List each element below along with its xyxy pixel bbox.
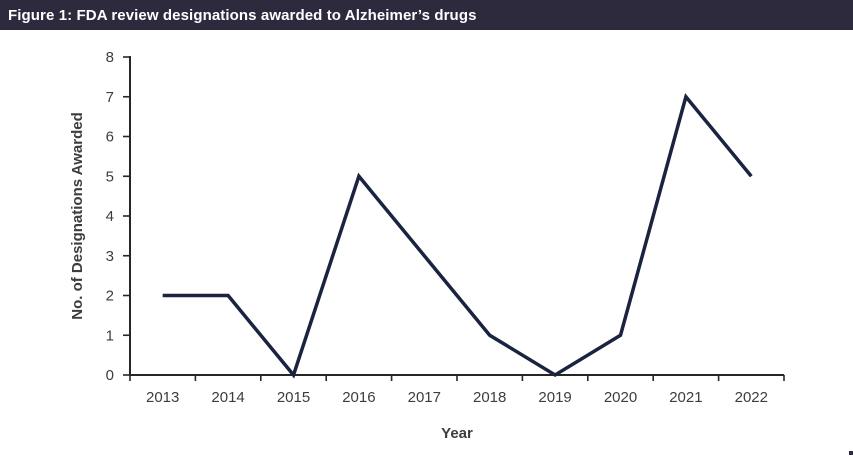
x-tick-label: 2017 [408, 389, 441, 406]
x-tick-label: 2019 [538, 389, 571, 406]
x-tick-label: 2015 [277, 389, 310, 406]
y-tick-label: 3 [106, 248, 114, 265]
x-axis-title: Year [441, 425, 473, 442]
x-tick-label: 2022 [735, 389, 768, 406]
y-tick-label: 2 [106, 288, 114, 305]
y-axis-title: No. of Designations Awarded [69, 112, 86, 320]
y-tick-label: 5 [106, 168, 114, 185]
x-tick-label: 2018 [473, 389, 506, 406]
y-tick-label: 8 [106, 49, 114, 66]
corner-artifact [849, 451, 853, 455]
figure-title-bar: Figure 1: FDA review designations awarde… [0, 0, 853, 30]
x-tick-label: 2014 [211, 389, 244, 406]
x-tick-label: 2016 [342, 389, 375, 406]
x-tick-label: 2020 [604, 389, 637, 406]
line-chart: 0 1 2 3 4 5 6 7 8 2013 2014 2015 2016 2017 2018 2019 202… [0, 30, 853, 455]
figure-title: Figure 1: FDA review designations awarde… [8, 7, 477, 24]
y-tick-label: 1 [106, 327, 114, 344]
y-tick-label: 7 [106, 89, 114, 106]
x-tick-label: 2021 [669, 389, 702, 406]
y-tick-label: 0 [106, 367, 114, 384]
y-tick-label: 4 [106, 208, 114, 225]
data-series-line [163, 97, 752, 375]
chart-area: 0 1 2 3 4 5 6 7 8 2013 2014 2015 2016 2017 2018 2019 202… [0, 30, 853, 455]
y-tick-label: 6 [106, 129, 114, 146]
x-tick-label: 2013 [146, 389, 179, 406]
